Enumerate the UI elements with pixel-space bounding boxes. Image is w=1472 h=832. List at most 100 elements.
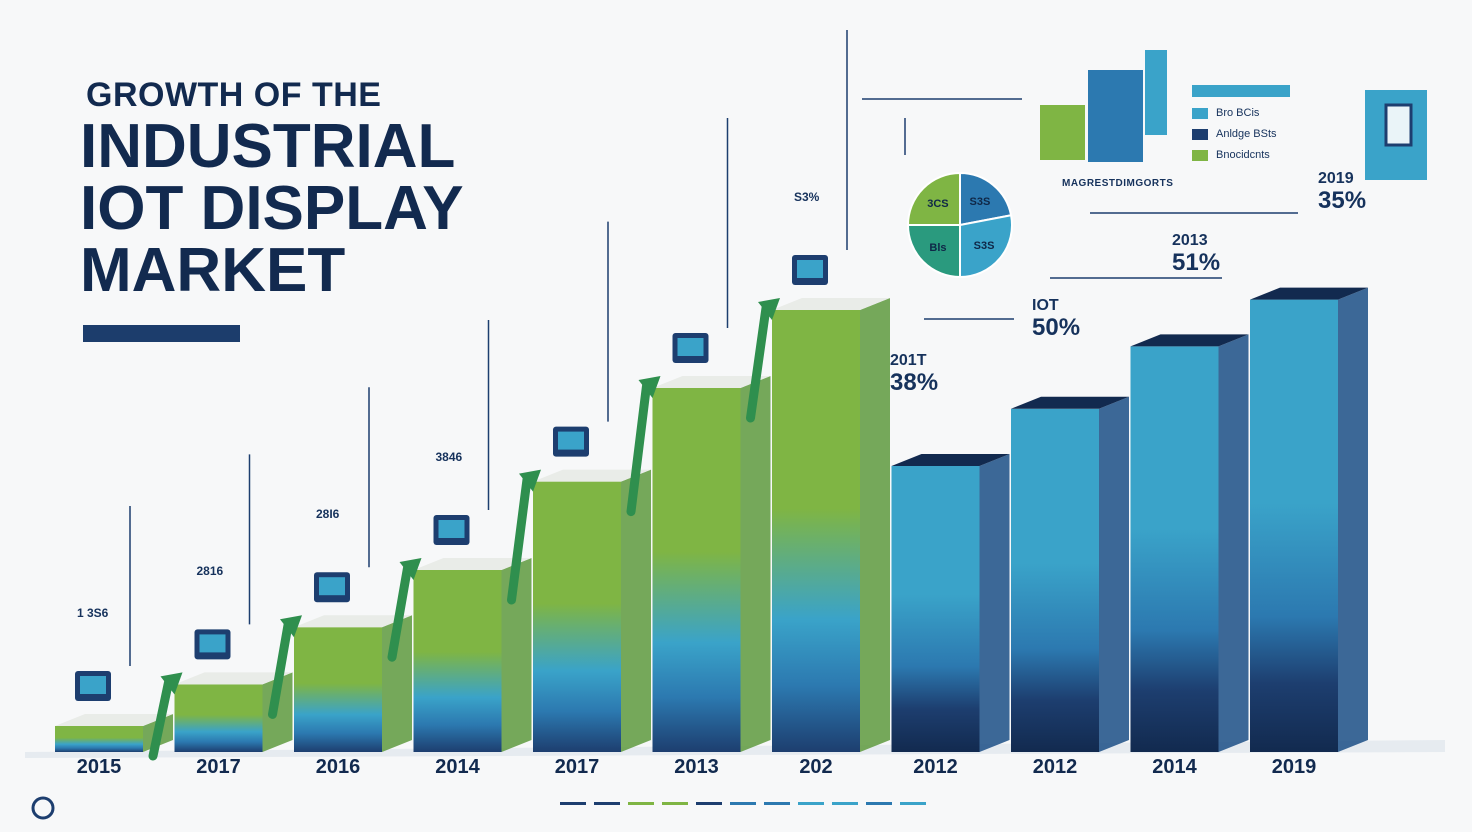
annotation-percent-4: 35% [1318, 187, 1367, 214]
bar-annotation-7: S3% [794, 190, 820, 204]
device-screen-icon-7 [797, 260, 823, 278]
footer-dash-7 [764, 802, 790, 805]
bar-top-10 [1130, 334, 1249, 347]
bar-top-9 [1011, 396, 1129, 409]
x-tick-label-7: 202 [799, 756, 833, 778]
annotation-percent-1: 38% [890, 369, 939, 396]
bar-top-1 [55, 714, 173, 726]
bar-annotation-3: 28I6 [316, 507, 340, 522]
bar-9 [1011, 408, 1099, 752]
footer-dash-6 [730, 802, 756, 805]
footer-dash-8 [798, 802, 824, 805]
bar-side-7 [860, 298, 890, 752]
annotation-year-4: 2019 [1318, 170, 1354, 187]
footer-logo-icon [31, 796, 55, 820]
growth-arrow-3 [387, 563, 412, 662]
growth-arrow-2 [268, 620, 293, 719]
legend-label-3: Bnocidcnts [1216, 149, 1270, 161]
pie-slice-1 [959, 171, 1013, 227]
annotation-percent-2: 50% [1032, 314, 1081, 341]
pie-slice-label-2: S3S [974, 240, 995, 252]
device-screen-icon-4 [438, 520, 465, 538]
bar-top-11 [1250, 287, 1368, 300]
x-tick-label-5: 2017 [554, 756, 600, 778]
bar-top-8 [891, 454, 1010, 466]
mini-bar-1 [1040, 105, 1085, 160]
bar-side-9 [1099, 396, 1129, 752]
x-tick-label-6: 2013 [674, 756, 719, 778]
bar-side-8 [979, 454, 1010, 752]
footer-dash-5 [696, 802, 722, 805]
bar-7 [772, 310, 860, 752]
legend-swatch-1 [1192, 107, 1208, 119]
pie-slice-4 [906, 171, 961, 226]
legend-item-1: Bro BCis [1192, 107, 1259, 119]
bar-annotation-1: 1 3S6 [77, 606, 109, 620]
annotation-year-1: 201T [890, 352, 927, 369]
growth-arrowhead-5 [638, 376, 661, 398]
device-screen-icon-5 [558, 431, 584, 450]
annotation-year-2: IOT [1032, 297, 1059, 314]
x-tick-label-10: 2014 [1152, 756, 1197, 778]
bar-2 [174, 684, 263, 752]
pie-slice-2 [959, 214, 1013, 279]
growth-arrowhead-3 [399, 558, 422, 580]
device-screen-icon-1 [80, 676, 106, 694]
mini-chart-caption: MAGRESTDIMGORTS [1062, 178, 1174, 189]
annotation-year-3: 2013 [1172, 232, 1208, 249]
bar-11 [1250, 299, 1338, 752]
pie-slice-label-1: S3S [969, 196, 990, 208]
growth-arrowhead-2 [280, 615, 302, 638]
mini-bar-3 [1145, 50, 1167, 135]
x-tick-label-4: 2014 [435, 756, 480, 778]
pie-slice-3 [906, 224, 961, 279]
legend-swatch-2 [1192, 128, 1208, 140]
legend-header-bar [1192, 85, 1290, 97]
title-line-1: GROWTH OF THE [86, 76, 382, 114]
legend-label-2: Anldge BSts [1216, 128, 1277, 140]
bar-annotation-2: 2816 [196, 564, 224, 579]
growth-arrow-4 [507, 475, 532, 605]
growth-arrowhead-6 [758, 298, 780, 320]
annotation-percent-3: 51% [1172, 249, 1221, 276]
title-underline [83, 325, 240, 342]
growth-arrow-5 [626, 381, 651, 517]
footer-dash-10 [866, 802, 892, 805]
x-tick-label-1: 2015 [76, 756, 122, 778]
footer-dash-2 [594, 802, 620, 805]
bar-10 [1130, 346, 1219, 752]
legend-label-1: Bro BCis [1216, 107, 1260, 119]
bar-4 [413, 570, 502, 752]
pie-slice-label-4: 3CS [927, 198, 948, 210]
x-tick-label-11: 2019 [1271, 756, 1317, 778]
x-tick-label-9: 2012 [1032, 756, 1078, 778]
bar-top-6 [652, 376, 771, 388]
title-line-2: INDUSTRIAL IOT DISPLAY MARKET [80, 112, 463, 305]
bar-side-4 [501, 558, 532, 752]
bar-side-11 [1338, 287, 1368, 752]
bar-side-6 [740, 376, 771, 752]
bar-top-7 [772, 298, 890, 310]
device-screen-icon-3 [319, 577, 345, 596]
bar-side-2 [262, 672, 293, 752]
bar-8 [891, 466, 980, 752]
growth-arrow-1 [148, 677, 173, 761]
bar-1 [55, 726, 143, 752]
footer-dash-4 [662, 802, 688, 805]
device-box-screen-icon [1384, 103, 1413, 147]
bar-top-5 [533, 469, 651, 482]
footer-dash-1 [560, 802, 586, 805]
x-tick-label-2: 2017 [196, 756, 241, 778]
growth-arrow-6 [746, 303, 771, 423]
legend-item-3: Bnocidcnts [1192, 149, 1270, 161]
bar-side-10 [1218, 334, 1249, 752]
footer-dash-11 [900, 802, 926, 805]
bar-annotation-4: 3846 [435, 450, 463, 464]
x-tick-label-8: 2012 [913, 756, 958, 778]
legend-swatch-3 [1192, 149, 1208, 161]
bar-top-3 [294, 615, 412, 628]
bar-6 [652, 388, 741, 752]
bar-top-4 [413, 558, 532, 570]
